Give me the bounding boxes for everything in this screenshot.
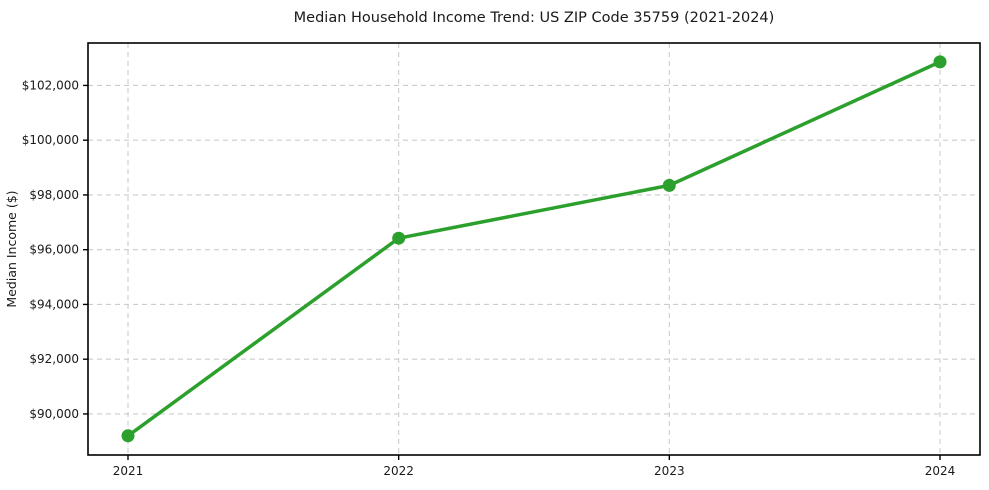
y-tick-label: $90,000 (29, 407, 79, 421)
x-tick-label: 2022 (383, 464, 414, 478)
data-point-marker (933, 55, 947, 69)
y-tick-label: $98,000 (29, 188, 79, 202)
x-tick-label: 2024 (925, 464, 956, 478)
data-point-marker (392, 231, 406, 245)
chart-title: Median Household Income Trend: US ZIP Co… (294, 10, 775, 26)
x-tick-label: 2023 (654, 464, 685, 478)
x-tick-label: 2021 (113, 464, 144, 478)
y-tick-label: $94,000 (29, 297, 79, 311)
income-trend-line (126, 60, 942, 438)
data-point-marker (662, 178, 676, 192)
gridlines (88, 43, 980, 455)
y-tick-label: $96,000 (29, 243, 79, 257)
data-point-marker (121, 429, 135, 443)
axis-tick-labels: $90,000 $92,000 $94,000 $96,000 $98,000 $100,… (22, 78, 956, 478)
y-tick-label: $92,000 (29, 352, 79, 366)
axis-tick-marks (83, 84, 941, 460)
data-point-markers (121, 55, 947, 443)
y-axis-label: Median Income ($) (4, 190, 19, 307)
y-tick-label: $100,000 (22, 133, 79, 147)
y-tick-label: $102,000 (22, 78, 79, 92)
